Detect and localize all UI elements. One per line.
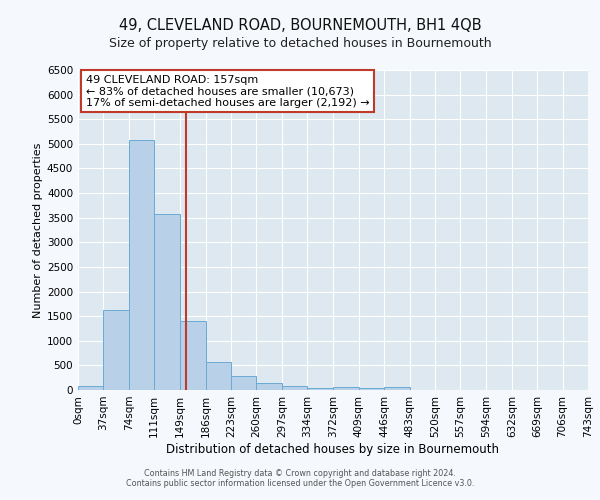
Bar — [334, 388, 359, 390]
Bar — [282, 386, 307, 390]
Bar — [384, 388, 410, 390]
Bar — [231, 376, 256, 390]
Bar — [256, 383, 282, 390]
Text: Contains HM Land Registry data © Crown copyright and database right 2024.: Contains HM Land Registry data © Crown c… — [144, 468, 456, 477]
Bar — [78, 386, 103, 390]
Bar — [180, 321, 206, 390]
Bar — [154, 214, 179, 390]
Text: Size of property relative to detached houses in Bournemouth: Size of property relative to detached ho… — [109, 38, 491, 51]
Text: Contains public sector information licensed under the Open Government Licence v3: Contains public sector information licen… — [126, 478, 474, 488]
Bar — [206, 362, 231, 390]
Text: 49, CLEVELAND ROAD, BOURNEMOUTH, BH1 4QB: 49, CLEVELAND ROAD, BOURNEMOUTH, BH1 4QB — [119, 18, 481, 32]
Bar — [359, 388, 384, 390]
Y-axis label: Number of detached properties: Number of detached properties — [33, 142, 43, 318]
X-axis label: Distribution of detached houses by size in Bournemouth: Distribution of detached houses by size … — [167, 442, 499, 456]
Bar — [307, 388, 332, 390]
Text: 49 CLEVELAND ROAD: 157sqm
← 83% of detached houses are smaller (10,673)
17% of s: 49 CLEVELAND ROAD: 157sqm ← 83% of detac… — [86, 75, 369, 108]
Bar — [129, 140, 154, 390]
Bar — [103, 310, 129, 390]
